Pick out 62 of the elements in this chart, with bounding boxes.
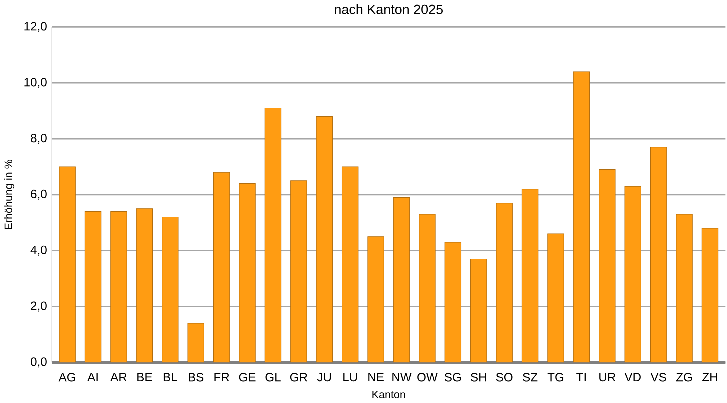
bar [419,214,436,363]
bar [522,189,539,363]
x-tick-label: AG [58,373,76,382]
x-tick-label: GL [266,373,281,382]
y-tick-label: 0,0 [30,358,47,368]
x-tick-label: ZG [676,373,692,382]
bar [548,234,564,363]
bar [213,172,230,363]
bar [290,180,308,363]
y-axis-title: Erhöhung in % [4,160,15,230]
bar [624,186,642,363]
bar [573,72,590,363]
x-tick-label: BE [138,373,152,382]
y-tick-label: 10,0 [24,78,47,88]
x-tick-label: LU [344,373,358,382]
x-tick-label: JU [317,373,332,382]
bar [496,203,513,363]
x-tick-label: VD [624,373,641,382]
bar [444,242,462,363]
y-tick-label: 6,0 [31,190,47,200]
bar [368,236,384,363]
y-tick-label: 4,0 [30,246,47,256]
x-tick-label: SO [496,373,513,382]
x-axis-title: Kanton [372,390,406,398]
x-tick-label: VS [650,373,666,382]
bar [470,258,488,363]
x-tick-label: SZ [523,373,538,382]
x-tick-label: AI [88,373,98,382]
x-tick-label: GE [239,373,256,382]
x-tick-label: GR [290,373,308,382]
bar [188,323,204,363]
bar [393,197,410,363]
x-tick-label: BS [189,373,204,382]
x-tick-label: TI [576,373,586,382]
bar [239,183,256,363]
bar [650,147,668,363]
bar [84,211,102,363]
x-tick-label: NW [392,373,412,382]
bar [110,211,128,363]
x-tick-label: UR [600,373,616,382]
bar [599,170,616,363]
x-tick-label: NE [368,373,384,382]
y-tick-label: 12,0 [24,22,47,32]
bar [162,217,179,363]
x-tick-label: SH [471,373,486,382]
y-tick-label: 2,0 [31,302,47,312]
bar [342,166,359,363]
bar [59,166,76,363]
bar [316,116,333,363]
bar [676,214,693,363]
x-tick-label: SG [444,373,462,382]
x-tick-label: BL [164,373,178,382]
x-tick-label: OW [418,373,438,382]
x-tick-label: FR [214,373,230,382]
bar [702,228,719,363]
x-tick-label: AR [110,373,127,382]
chart-title: nach Kanton 2025 [335,4,443,14]
bar [264,108,282,363]
y-tick-label: 8,0 [31,134,47,144]
bar [136,208,154,363]
x-tick-label: ZH [702,373,718,382]
x-tick-label: TG [548,373,564,382]
